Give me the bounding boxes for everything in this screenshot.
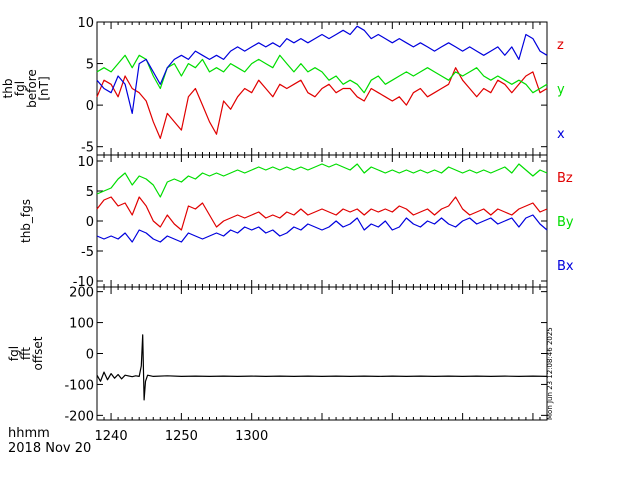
plot-frame [96,154,548,288]
y-axis-label: [nT] [37,76,51,100]
y-tick-label: 5 [86,185,94,200]
series-line-fgl-fft-offset [96,334,548,401]
date-label: 2018 Nov 20 [8,441,91,456]
y-axis-label: offset [31,336,45,370]
y-axis-label: thb_fgs [19,199,33,243]
plot-frame [96,286,548,421]
y-axis-label: before [25,69,39,108]
y-axis-label: fgl [7,346,21,361]
y-axis-label: thb [1,79,15,99]
y-axis-label: fft [19,347,33,360]
x-tick-label: 1250 [165,429,198,444]
y-tick-label: 100 [69,317,94,332]
panel-fgs: -10 -5 0 5 10 thb_fgs Bz By Bx [19,154,574,290]
y-tick-label: -5 [81,141,94,156]
x-tick-label: 1300 [235,429,268,444]
timestamp-label: Mon Jun 23 12:08:46 2025 [546,327,554,420]
x-tick-label: 1240 [95,429,128,444]
legend-label-x: x [557,127,565,142]
legend-label-bx: Bx [557,259,574,274]
y-tick-label: -10 [73,275,94,290]
y-tick-label: -5 [81,245,94,260]
legend-label-z: z [557,38,564,53]
legend-label-y: y [557,83,565,98]
y-tick-label: 10 [77,155,94,170]
y-tick-label: 10 [77,16,94,31]
series-line-z [96,67,548,139]
series-line-bz [96,196,548,231]
y-tick-label: 0 [86,348,94,363]
y-tick-label: 5 [86,58,94,73]
y-axis-label: fgl [13,81,27,96]
x-axis-title: hhmm [8,426,50,441]
y-tick-label: -100 [64,378,94,393]
y-tick-label: 0 [86,99,94,114]
x-axis: 1240 1250 1300 [95,429,269,444]
y-tick-label: 200 [69,286,94,301]
series-line-x [96,25,548,115]
series-line-y [96,54,548,94]
series-line-bx [96,214,548,243]
legend-label-bz: Bz [557,171,573,186]
legend-label-by: By [557,215,574,230]
y-tick-label: 0 [86,215,94,230]
series-line-by [96,163,548,198]
y-tick-label: -200 [64,409,94,424]
